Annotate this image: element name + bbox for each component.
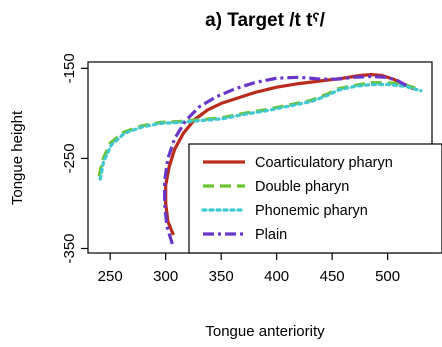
x-tick-label: 300 [153, 268, 178, 285]
x-tick-label: 250 [98, 268, 123, 285]
y-tick-label: -250 [61, 143, 78, 173]
y-tick-label: -350 [61, 233, 78, 263]
x-tick-label: 400 [264, 268, 289, 285]
legend-label: Phonemic pharyn [255, 203, 368, 219]
legend-label: Plain [255, 227, 287, 243]
legend-label: Coarticulatory pharyn [255, 155, 393, 171]
chart-title: a) Target /t tˤ/ [205, 10, 325, 31]
x-tick-label: 350 [209, 268, 234, 285]
series-line-1 [164, 73, 415, 236]
y-axis: -150 -250 -350 [61, 53, 88, 264]
series-line-4 [163, 74, 409, 245]
series-line-3 [98, 82, 423, 181]
x-axis: 250 300 350 400 450 500 [98, 253, 400, 285]
x-tick-label: 450 [320, 268, 345, 285]
series-layer [97, 73, 423, 245]
y-tick-label: -150 [61, 53, 78, 83]
legend-label: Double pharyn [255, 179, 349, 195]
x-tick-label: 500 [375, 268, 400, 285]
x-axis-label: Tongue anteriority [205, 323, 325, 340]
y-axis-label: Tongue height [9, 110, 26, 205]
legend: Coarticulatory pharyn Double pharyn Phonem… [188, 143, 442, 254]
